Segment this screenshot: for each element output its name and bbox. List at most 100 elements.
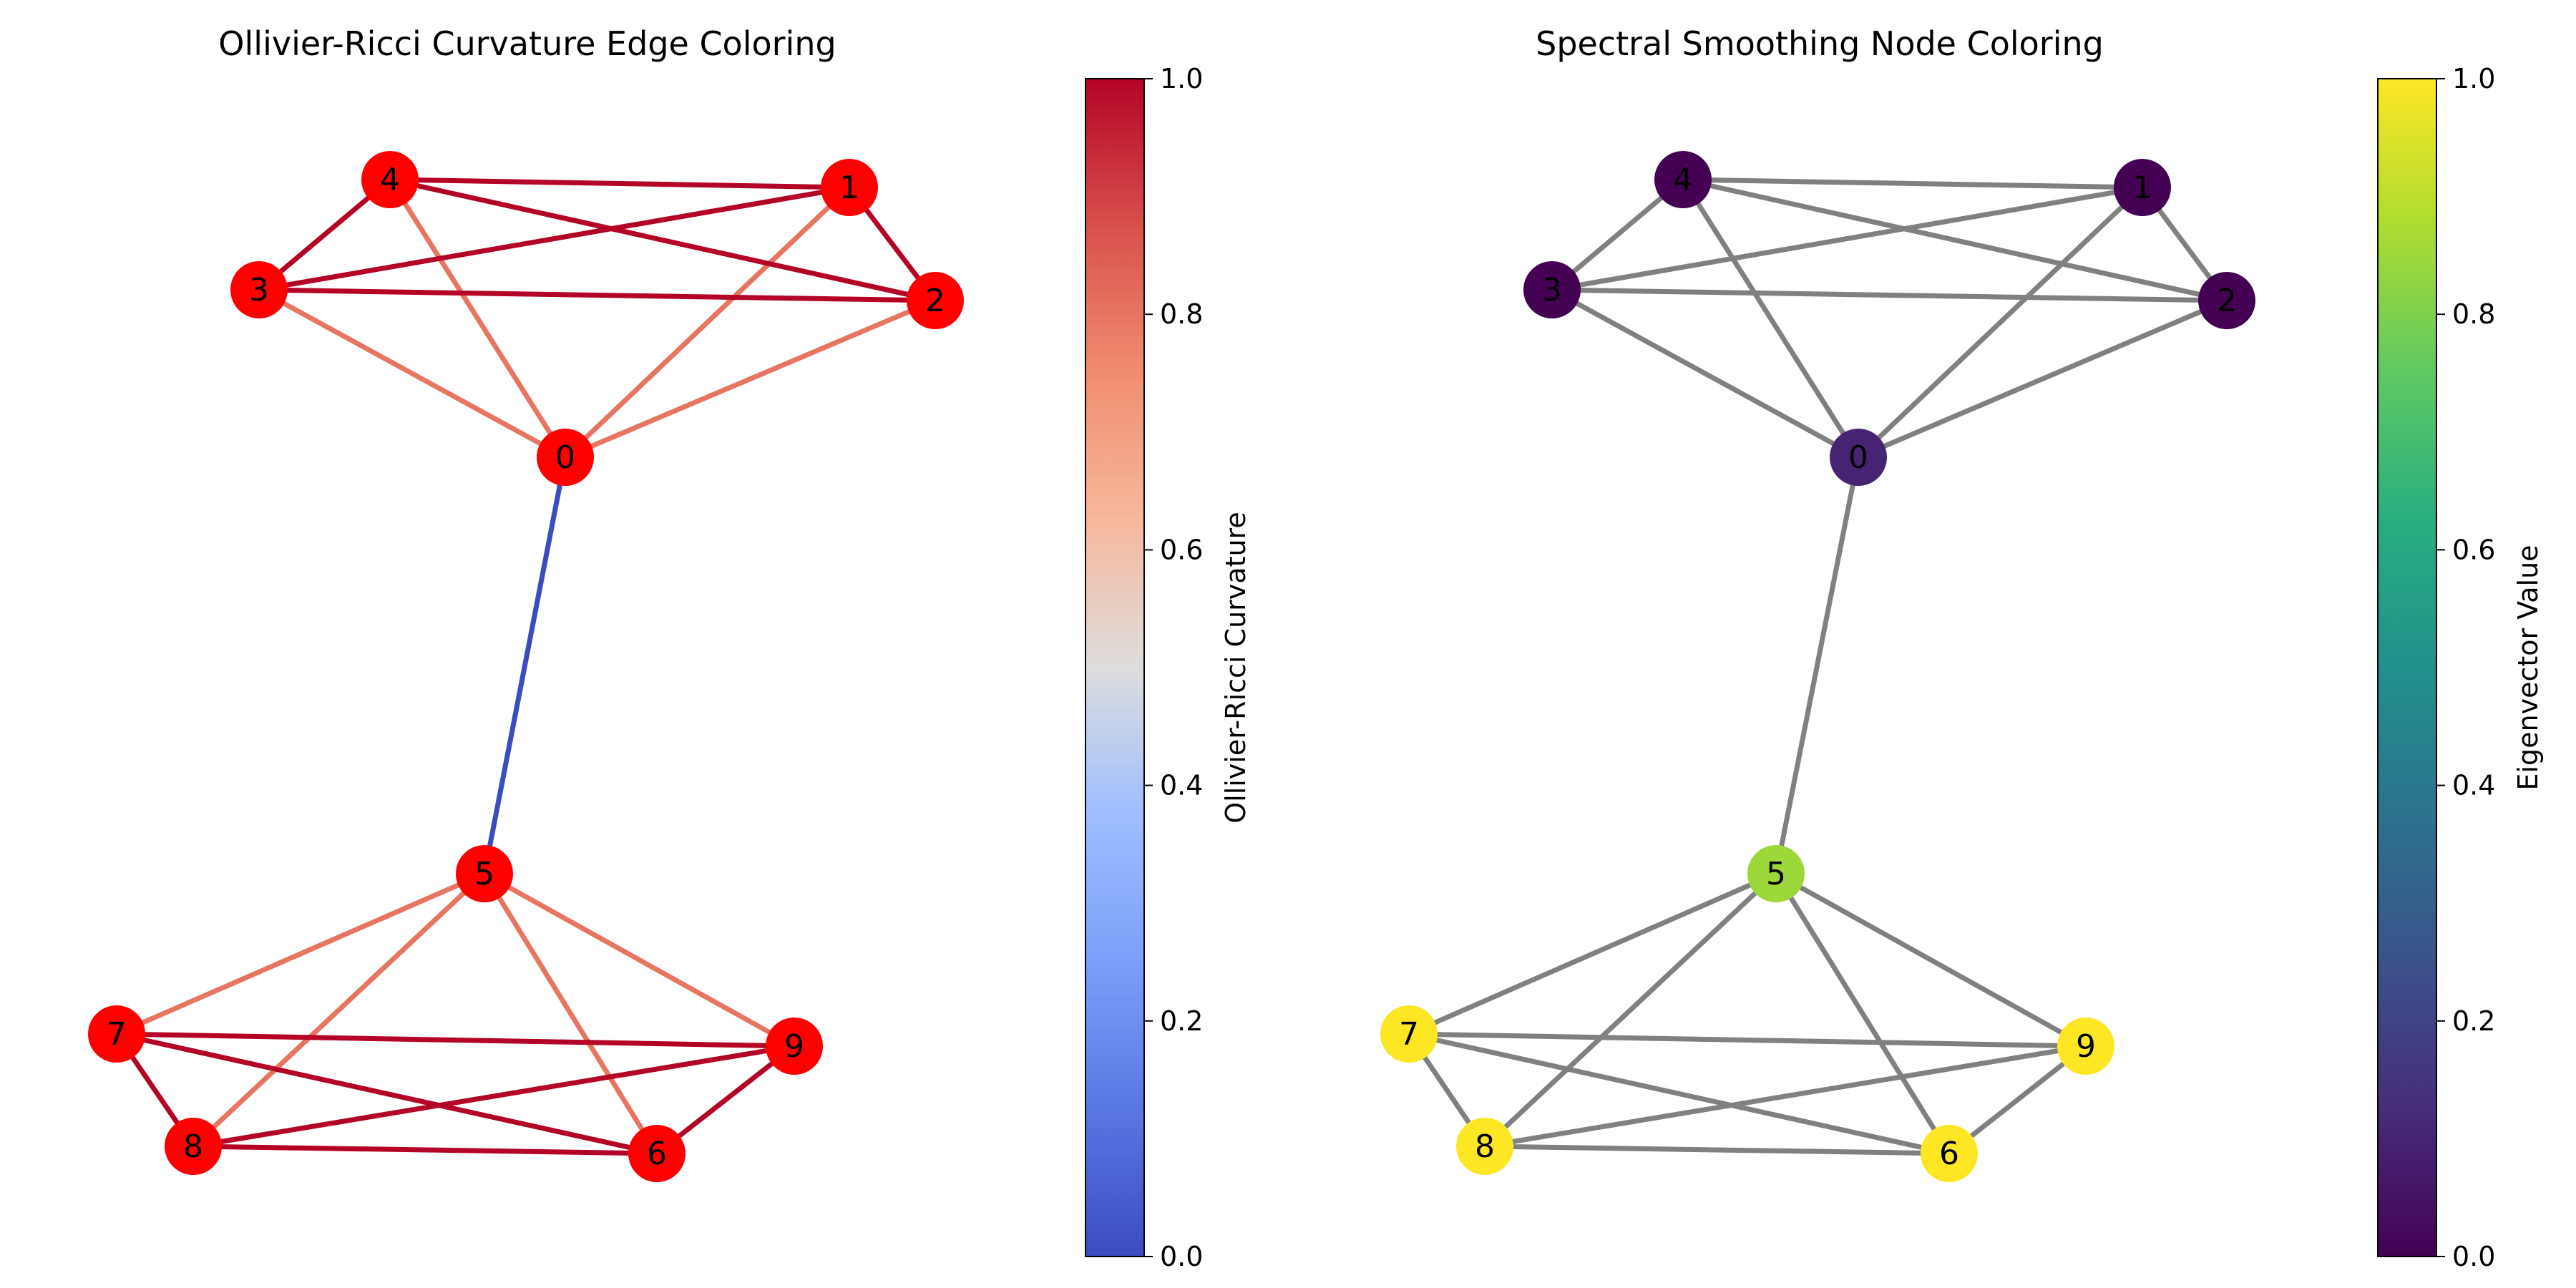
ricci-edge-1-4: [387, 177, 852, 190]
ricci-edge-0-2: [562, 298, 938, 460]
ricci-edge-6-9: [654, 1043, 797, 1156]
ricci-edge-5-7: [114, 871, 487, 1037]
spectral-edge-6-9: [1946, 1043, 2089, 1156]
ricci-edge-8-9: [190, 1043, 797, 1149]
ricci-node-4: [361, 151, 419, 208]
spectral-graph: 0 1 2 3 4 5 6 7 8 9: [1380, 151, 2255, 1182]
ricci-node-label-5: 5: [474, 856, 494, 892]
spectral-colorbar-tick-label-5: 1.0: [2452, 63, 2495, 94]
spectral-node-3: [1523, 261, 1581, 318]
ricci-colorbar: 0.0 0.2 0.4 0.6 0.8 1.0 Ollivier-Ricci Curvat…: [1085, 63, 1252, 1272]
ricci-node-label-0: 0: [555, 439, 575, 476]
spectral-edge-0-2: [1855, 298, 2230, 460]
ricci-colorbar-label: Ollivier-Ricci Curvature: [1220, 512, 1252, 823]
ricci-node-label-4: 4: [380, 162, 400, 198]
spectral-node-0: [1830, 429, 1887, 486]
panel-spectral-title: Spectral Smoothing Node Coloring: [1536, 24, 2104, 63]
panel-ricci: Ollivier-Ricci Curvature Edge Coloring 0…: [88, 24, 1252, 1272]
spectral-colorbar-tick-label-0: 0.0: [2452, 1241, 2495, 1272]
spectral-node-8: [1456, 1118, 1513, 1175]
ricci-edge-5-6: [482, 871, 660, 1156]
spectral-edge-5-6: [1773, 871, 1952, 1156]
spectral-colorbar-tick-label-4: 0.8: [2452, 298, 2495, 330]
ricci-node-1: [821, 159, 878, 216]
panel-spectral: Spectral Smoothing Node Coloring 0 1 2 3 4 5 6…: [1380, 24, 2544, 1272]
spectral-node-9: [2057, 1018, 2114, 1075]
spectral-edge-5-9: [1773, 871, 2089, 1049]
spectral-edge-0-5: [1773, 454, 1861, 877]
ricci-edge-6-7: [114, 1031, 660, 1156]
ricci-colorbar-tick-label-3: 0.6: [1160, 534, 1203, 565]
ricci-colorbar-tick-label-2: 0.4: [1160, 770, 1203, 801]
spectral-edge-6-7: [1406, 1031, 1952, 1156]
spectral-colorbar-tick-label-3: 0.6: [2452, 534, 2495, 565]
spectral-node-label-0: 0: [1848, 439, 1868, 476]
ricci-node-label-9: 9: [784, 1028, 804, 1065]
ricci-node-3: [230, 261, 288, 318]
ricci-colorbar-tick-label-4: 0.8: [1160, 298, 1203, 330]
ricci-graph: 0 1 2 3 4 5 6 7 8 9: [88, 151, 964, 1182]
spectral-node-label-6: 6: [1939, 1136, 1959, 1172]
ricci-edge-5-8: [190, 871, 487, 1149]
spectral-edge-5-7: [1406, 871, 1779, 1037]
spectral-node-label-2: 2: [2217, 283, 2237, 319]
ricci-node-label-2: 2: [925, 283, 945, 319]
spectral-node-6: [1921, 1125, 1978, 1182]
ricci-node-label-8: 8: [183, 1128, 203, 1165]
ricci-node-6: [628, 1125, 686, 1182]
spectral-node-label-9: 9: [2076, 1028, 2096, 1065]
spectral-colorbar: 0.0 0.2 0.4 0.6 0.8 1.0 Eigenvector Value: [2377, 63, 2544, 1272]
spectral-edge-2-3: [1549, 287, 2230, 303]
ricci-node-0: [537, 429, 594, 486]
ricci-node-2: [907, 272, 964, 329]
spectral-node-2: [2198, 272, 2255, 329]
spectral-edge-2-4: [1680, 177, 2230, 303]
spectral-node-7: [1380, 1005, 1438, 1063]
spectral-edge-0-4: [1680, 177, 1861, 460]
ricci-edge-0-3: [256, 287, 568, 460]
ricci-colorbar-ticks: 0.0 0.2 0.4 0.6 0.8 1.0: [1144, 63, 1203, 1272]
ricci-edge-2-4: [387, 177, 938, 303]
ricci-edge-2-3: [256, 287, 938, 303]
spectral-node-4: [1654, 151, 1712, 208]
ricci-colorbar-tick-label-5: 1.0: [1160, 63, 1203, 94]
spectral-colorbar-ticks: 0.0 0.2 0.4 0.6 0.8 1.0: [2436, 63, 2495, 1272]
spectral-colorbar-gradient: [2377, 78, 2437, 1257]
spectral-node-label-1: 1: [2132, 170, 2152, 206]
ricci-colorbar-tick-label-0: 0.0: [1160, 1241, 1203, 1272]
spectral-colorbar-tick-label-1: 0.2: [2452, 1005, 2495, 1037]
ricci-node-label-1: 1: [839, 170, 859, 206]
ricci-edge-0-5: [482, 454, 568, 877]
ricci-colorbar-gradient: [1085, 78, 1145, 1257]
spectral-node-label-3: 3: [1542, 272, 1562, 308]
spectral-colorbar-label: Eigenvector Value: [2512, 545, 2544, 790]
ricci-node-7: [88, 1005, 145, 1063]
spectral-node-5: [1747, 845, 1805, 902]
spectral-node-label-7: 7: [1399, 1016, 1419, 1053]
ricci-node-label-7: 7: [107, 1016, 127, 1053]
ricci-edge-0-1: [562, 185, 852, 460]
ricci-edge-1-3: [256, 185, 852, 293]
ricci-node-5: [456, 845, 513, 902]
ricci-edge-7-9: [114, 1031, 797, 1049]
ricci-node-label-6: 6: [647, 1136, 667, 1172]
spectral-edge-8-9: [1482, 1043, 2089, 1149]
spectral-edge-0-1: [1855, 185, 2145, 460]
spectral-node-label-8: 8: [1475, 1128, 1495, 1165]
spectral-edge-1-4: [1680, 177, 2145, 190]
spectral-edge-5-8: [1482, 871, 1779, 1149]
ricci-node-9: [766, 1018, 823, 1075]
spectral-node-1: [2114, 159, 2171, 216]
ricci-node-8: [165, 1118, 222, 1175]
spectral-node-label-5: 5: [1766, 856, 1786, 892]
spectral-colorbar-tick-label-2: 0.4: [2452, 770, 2495, 801]
spectral-node-label-4: 4: [1673, 162, 1693, 198]
ricci-colorbar-tick-label-1: 0.2: [1160, 1005, 1203, 1037]
ricci-edge-5-9: [482, 871, 797, 1049]
spectral-edge-7-9: [1406, 1031, 2089, 1049]
panel-ricci-title: Ollivier-Ricci Curvature Edge Coloring: [218, 24, 836, 63]
ricci-edge-0-4: [387, 177, 568, 460]
spectral-edge-1-3: [1549, 185, 2145, 293]
ricci-node-label-3: 3: [249, 272, 269, 308]
